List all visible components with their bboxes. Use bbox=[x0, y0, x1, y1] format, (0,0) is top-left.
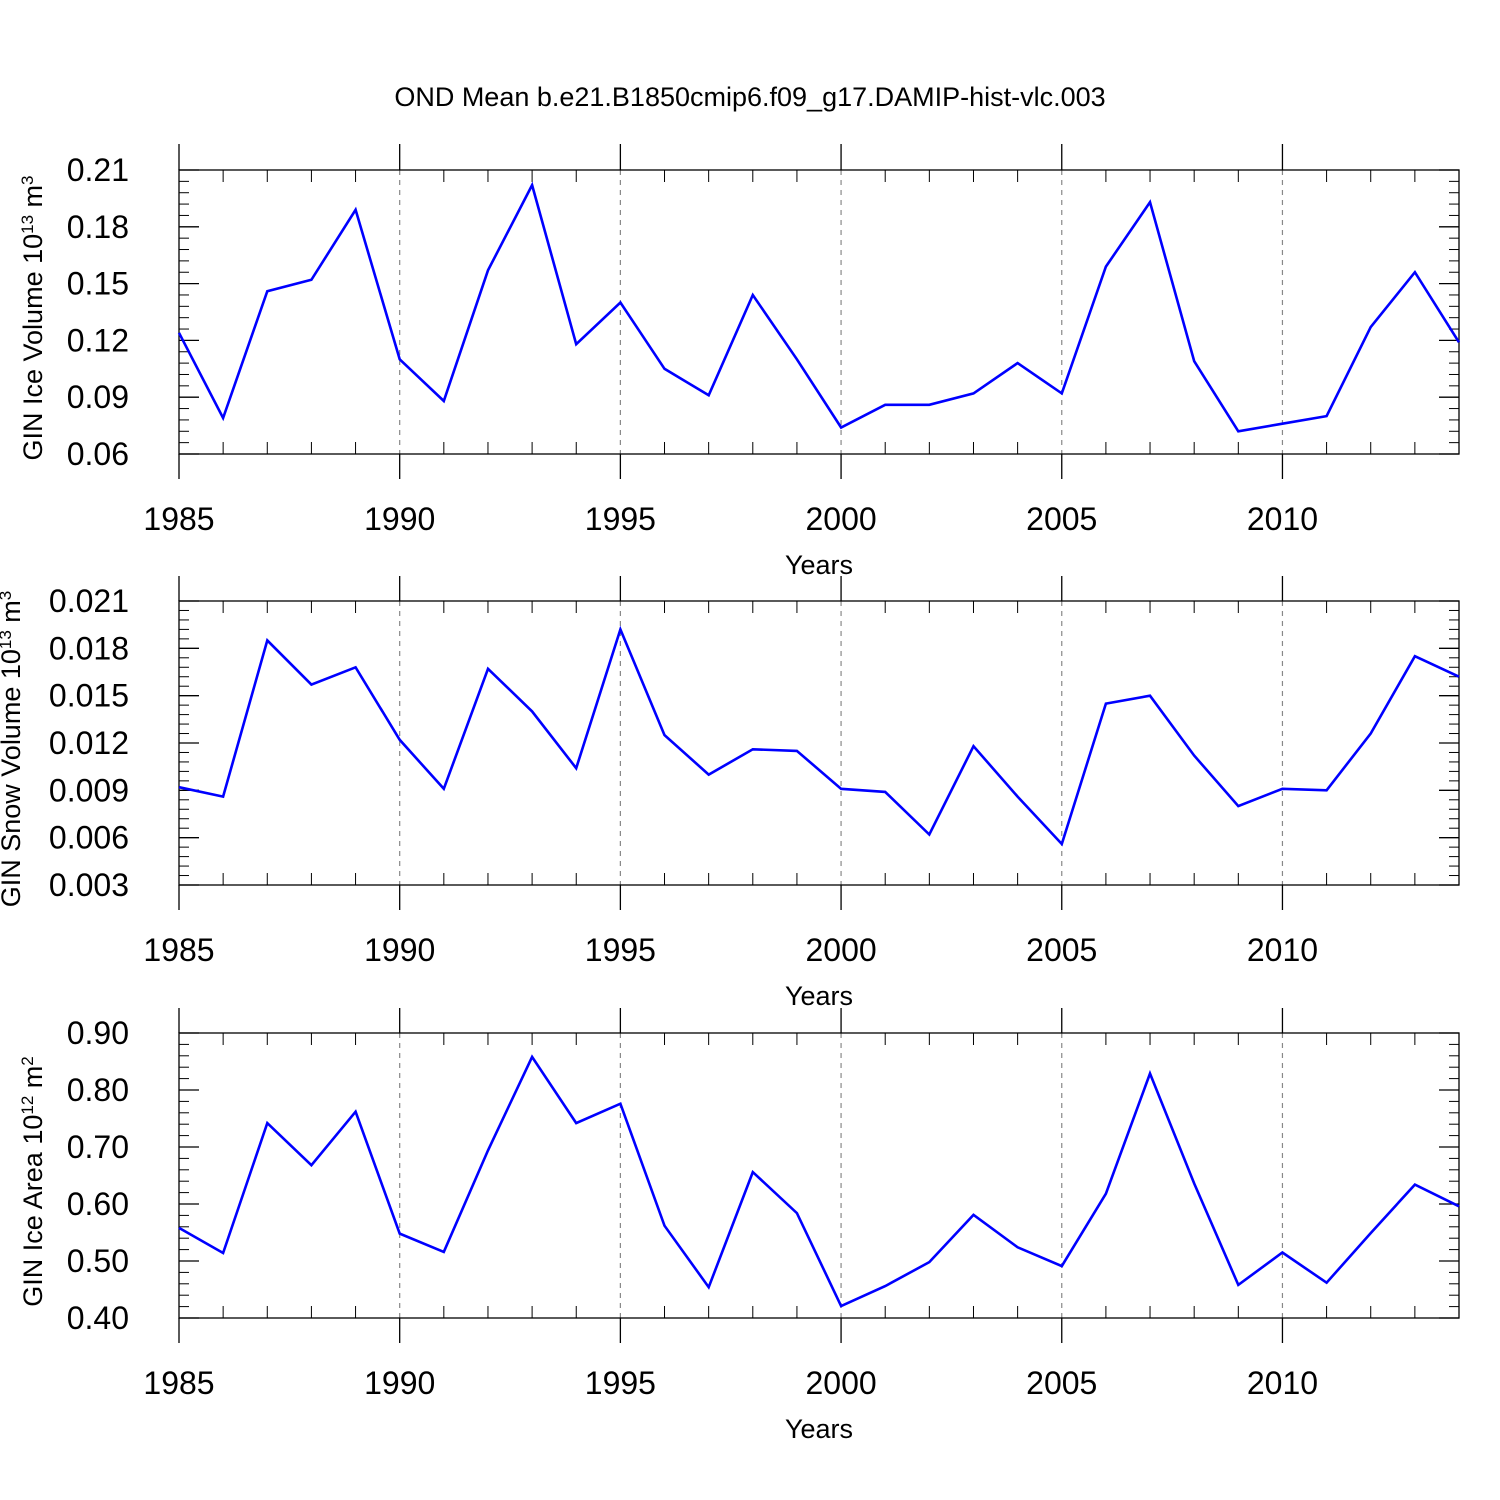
y-axis-label-superscript: 13 bbox=[18, 215, 37, 234]
x-axis-label: Years bbox=[785, 1414, 853, 1444]
x-axis-label: Years bbox=[785, 550, 853, 580]
y-tick-label: 0.018 bbox=[49, 630, 129, 666]
y-tick-label: 0.021 bbox=[49, 583, 129, 619]
x-tick-label: 2000 bbox=[805, 932, 876, 968]
y-axis-label-part: m bbox=[18, 1066, 48, 1096]
x-tick-label: 1990 bbox=[364, 501, 435, 537]
x-tick-label: 2010 bbox=[1247, 501, 1318, 537]
y-tick-label: 0.006 bbox=[49, 820, 129, 856]
x-tick-label: 2010 bbox=[1247, 1365, 1318, 1401]
y-axis-label-superscript: 13 bbox=[0, 630, 15, 649]
plot-frame bbox=[178, 1032, 1460, 1319]
series-line bbox=[177, 181, 1461, 433]
y-tick-label: 0.80 bbox=[67, 1072, 129, 1108]
x-tick-label: 2000 bbox=[805, 501, 876, 537]
y-tick-label: 0.90 bbox=[67, 1015, 129, 1051]
y-tick-label: 0.70 bbox=[67, 1129, 129, 1165]
y-axis-label-part: m bbox=[0, 600, 26, 630]
x-axis-label: Years bbox=[785, 981, 853, 1011]
y-axis-label-superscript: 2 bbox=[18, 1056, 37, 1065]
x-tick-label: 2005 bbox=[1026, 1365, 1097, 1401]
y-tick-label: 0.21 bbox=[67, 152, 129, 188]
x-tick-label: 1995 bbox=[585, 1365, 656, 1401]
chart-panels: 0.06 0.09 0.12 0.15 0.18 0.21 1985 1990 1995 2000… bbox=[0, 144, 1461, 1444]
y-axis-label-part: GIN Ice Volume 10 bbox=[18, 234, 48, 461]
y-tick-label: 0.012 bbox=[49, 725, 129, 761]
x-tick-label: 1985 bbox=[143, 1365, 214, 1401]
y-tick-label: 0.09 bbox=[67, 379, 129, 415]
x-tick-label: 2005 bbox=[1026, 501, 1097, 537]
chart-panel-1: 0.06 0.09 0.12 0.15 0.18 0.21 1985 1990 1995 2000… bbox=[18, 144, 1461, 580]
chart-panel-3: 0.40 0.50 0.60 0.70 0.80 0.90 1985 1990 1995 2000… bbox=[18, 1008, 1460, 1444]
plot-frame bbox=[178, 169, 1460, 455]
y-tick-label: 0.40 bbox=[67, 1300, 129, 1336]
series-line bbox=[178, 625, 1460, 847]
x-tick-label: 2000 bbox=[805, 1365, 876, 1401]
y-tick-label: 0.009 bbox=[49, 772, 129, 808]
y-axis-label-superscript: 12 bbox=[18, 1096, 37, 1115]
x-tick-label: 1985 bbox=[143, 501, 214, 537]
y-tick-label: 0.015 bbox=[49, 678, 129, 714]
y-axis-label: GIN Ice Volume 1013 m3 bbox=[18, 175, 49, 460]
y-tick-label: 0.50 bbox=[67, 1243, 129, 1279]
x-tick-label: 1985 bbox=[143, 932, 214, 968]
y-axis-label: GIN Ice Area 1012 m2 bbox=[18, 1056, 49, 1307]
x-tick-label: 2005 bbox=[1026, 932, 1097, 968]
y-tick-label: 0.15 bbox=[67, 266, 129, 302]
x-tick-label: 1995 bbox=[585, 932, 656, 968]
x-tick-label: 1995 bbox=[585, 501, 656, 537]
series-line bbox=[178, 1054, 1460, 1308]
plot-frame bbox=[178, 600, 1460, 886]
y-axis-label-part: m bbox=[18, 185, 48, 215]
y-tick-label: 0.18 bbox=[67, 209, 129, 245]
y-tick-label: 0.06 bbox=[67, 436, 129, 472]
y-axis-label-part: GIN Snow Volume 10 bbox=[0, 649, 26, 907]
x-tick-label: 1990 bbox=[364, 932, 435, 968]
x-tick-label: 2010 bbox=[1247, 932, 1318, 968]
y-axis-label-superscript: 3 bbox=[18, 175, 37, 184]
chart-panel-2: 0.003 0.006 0.009 0.012 0.015 0.018 0.021 1985 1… bbox=[0, 576, 1460, 1011]
x-tick-label: 1990 bbox=[364, 1365, 435, 1401]
y-axis-label: GIN Snow Volume 1013 m3 bbox=[0, 591, 26, 908]
y-tick-label: 0.60 bbox=[67, 1186, 129, 1222]
y-tick-label: 0.12 bbox=[67, 322, 129, 358]
y-axis-label-superscript: 3 bbox=[0, 591, 15, 600]
y-tick-label: 0.003 bbox=[49, 867, 129, 903]
y-axis-label-part: GIN Ice Area 10 bbox=[18, 1115, 48, 1307]
figure-title: OND Mean b.e21.B1850cmip6.f09_g17.DAMIP-… bbox=[394, 82, 1105, 112]
